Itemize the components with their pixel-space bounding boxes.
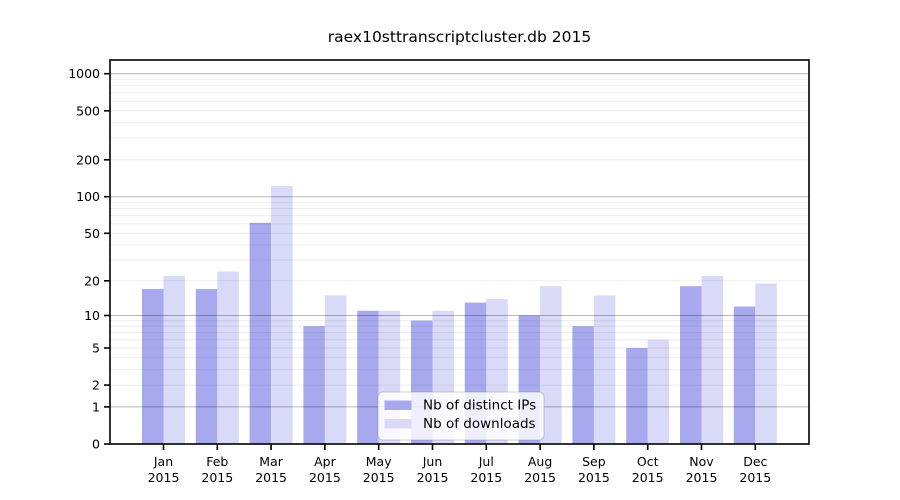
x-tick-label-year: 2015	[148, 470, 180, 485]
y-tick-label: 100	[76, 189, 100, 204]
y-tick-label: 200	[76, 152, 100, 167]
legend-label-distinct-ips: Nb of distinct IPs	[423, 398, 536, 414]
bar-downloads-sep	[593, 295, 616, 444]
bar-ips-nov	[680, 286, 702, 444]
x-tick-label-year: 2015	[255, 470, 287, 485]
x-tick-label-month: Jul	[478, 454, 494, 469]
bar-ips-mar	[249, 222, 272, 444]
y-tick-label: 10	[84, 308, 100, 323]
y-tick-label: 20	[84, 273, 100, 288]
y-tick-label: 1	[92, 399, 100, 414]
bar-ips-dec	[733, 306, 756, 444]
x-tick-label-year: 2015	[201, 470, 233, 485]
legend-swatch-downloads	[384, 419, 412, 429]
x-tick-label-month: Jun	[422, 454, 443, 469]
plot-border	[109, 59, 810, 445]
bar-ips-sep	[572, 326, 594, 444]
x-tick-label-year: 2015	[470, 470, 502, 485]
x-tick-label-year: 2015	[686, 470, 718, 485]
x-tick-label-month: Oct	[637, 454, 659, 469]
x-tick-label-month: Nov	[689, 454, 714, 469]
x-tick-label-month: Mar	[259, 454, 283, 469]
bar-downloads-jan	[163, 276, 185, 444]
bar-downloads-oct	[647, 339, 670, 444]
y-tick-label: 500	[76, 103, 100, 118]
y-tick-label: 0	[92, 437, 100, 452]
x-tick-label-month: May	[366, 454, 392, 469]
bar-downloads-nov	[701, 276, 723, 444]
bar-downloads-feb	[217, 271, 239, 444]
y-axis: 0 1 2 5 10 20 50 100 200 500 1000	[68, 66, 110, 452]
x-tick-label-year: 2015	[578, 470, 610, 485]
x-axis: Jan2015Feb2015Mar2015Apr2015May2015Jun20…	[148, 444, 771, 485]
legend: Nb of distinct IPs Nb of downloads	[377, 391, 545, 441]
y-tick-label: 5	[92, 341, 100, 356]
grid-group	[110, 73, 809, 408]
x-tick-label-year: 2015	[739, 470, 771, 485]
y-tick-label: 2	[92, 378, 100, 393]
x-tick-label-month: Dec	[743, 454, 767, 469]
bar-downloads-aug	[540, 286, 562, 444]
x-tick-label-year: 2015	[309, 470, 341, 485]
x-tick-label-month: Jan	[153, 454, 173, 469]
y-tick-label: 50	[84, 226, 100, 241]
x-tick-label-month: Sep	[582, 454, 606, 469]
bar-ips-apr	[303, 326, 325, 444]
x-tick-label-month: Aug	[528, 454, 552, 469]
x-tick-label-year: 2015	[632, 470, 664, 485]
x-tick-label-year: 2015	[524, 470, 556, 485]
chart-title: raex10sttranscriptcluster.db 2015	[327, 28, 592, 46]
bar-downloads-dec	[755, 283, 777, 444]
x-tick-label-month: Apr	[314, 454, 336, 469]
x-tick-label-month: Feb	[206, 454, 228, 469]
bar-ips-jan	[142, 289, 164, 444]
legend-box	[377, 391, 545, 441]
legend-label-downloads: Nb of downloads	[423, 416, 536, 432]
legend-swatch-distinct-ips	[384, 400, 412, 410]
y-tick-label: 1000	[68, 66, 100, 81]
x-tick-label-year: 2015	[417, 470, 449, 485]
bar-downloads-mar	[271, 186, 293, 444]
x-tick-label-year: 2015	[363, 470, 395, 485]
bar-ips-may	[357, 310, 379, 444]
bar-ips-oct	[626, 348, 648, 444]
bar-downloads-apr	[324, 295, 347, 444]
bar-ips-feb	[195, 289, 218, 444]
